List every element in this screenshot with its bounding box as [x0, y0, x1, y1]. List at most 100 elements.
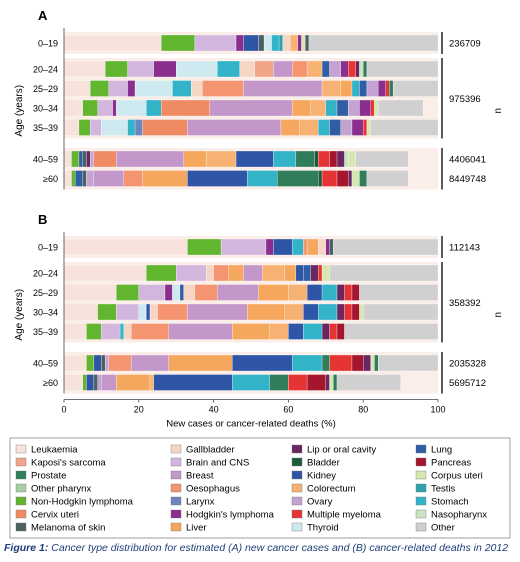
panel-a-bar-40-59-multiple-myeloma [318, 150, 330, 168]
panel-b-bar-0-19-other [333, 238, 439, 256]
panel-a-bar-0-19-hodgkin-s-lymphoma [235, 34, 244, 52]
panel-b-bar-25-29-stomach [321, 284, 338, 301]
x-tick-label: 40 [209, 405, 219, 415]
panel-a-bar-30-34-liver [291, 99, 311, 117]
legend-label-prostate: Prostate [31, 471, 66, 482]
panel-a-bar-25-29-colorectum [321, 80, 341, 97]
legend-swatch-melanoma-of-skin [15, 522, 27, 532]
panel-a-bar-60-corpus-uteri [351, 170, 360, 187]
panel-b-bar-25-29-lip-or-oral-cavity [336, 284, 345, 301]
panel-a-bar-35-39-cervix-uteri [142, 119, 188, 136]
legend-label-breast: Breast [186, 471, 214, 482]
panel-b-bar-25-29-non-hodgkin-lymphoma [116, 284, 139, 301]
panel-a-bar-40-59-leukaemia [63, 150, 72, 168]
panel-a-bar-30-34-stomach [146, 99, 162, 117]
legend-label-ovary: Ovary [307, 497, 333, 508]
panel-a-bar-25-29-other [392, 80, 439, 97]
panel-b-bar-20-24-lip-or-oral-cavity [310, 264, 319, 282]
panel-b-bar-20-24-gallbladder [205, 264, 214, 282]
panel-b-age-label: 35–39 [33, 327, 58, 337]
panel-a-bar-60-kidney [187, 170, 248, 187]
panel-a-bar-40-59-ovary [90, 150, 95, 168]
panel-a-bar-25-29-brain-and-cns [108, 80, 128, 97]
legend-swatch-lip-or-oral-cavity [291, 444, 303, 454]
panel-a-bar-35-39-brain-and-cns [90, 119, 102, 136]
legend-label-testis: Testis [431, 484, 456, 495]
panel-b-bar-30-34-brain-and-cns [116, 303, 139, 321]
panel-b-bar-60-melanoma-of-skin [93, 374, 98, 391]
legend-label-corpus-uteri: Corpus uteri [431, 471, 483, 482]
panel-b-bar-0-19-brain-and-cns [220, 238, 267, 256]
panel-a-bar-20-24-lung [321, 60, 330, 78]
panel-b-bar-60-kidney [86, 374, 95, 391]
panel-b-bar-35-39-kidney [288, 323, 304, 340]
panel-a-bar-35-39-corpus-uteri [366, 119, 371, 136]
legend-label-lip-or-oral-cavity: Lip or oral cavity [307, 445, 376, 456]
panel-a-bar-20-24-stomach [217, 60, 240, 78]
panel-b-bar-25-29-liver [258, 284, 289, 301]
panel-b-bar-35-39-brain-and-cns [101, 323, 121, 340]
panel-b-bar-35-39-leukaemia [63, 323, 87, 340]
panel-a-bar-0-19-melanoma-of-skin [305, 34, 310, 52]
panel-b-bar-35-39-multiple-myeloma [329, 323, 338, 340]
panel-b-bar-25-29-breast [217, 284, 259, 301]
panel-b-bar-35-39-liver [232, 323, 270, 340]
panel-b-bar-30-34-lip-or-oral-cavity [336, 303, 345, 321]
panel-a-age-label: 40–59 [33, 155, 58, 165]
panel-a-bar-0-19-brain-and-cns [194, 34, 237, 52]
panel-a-bar-20-24-nasopharynx [359, 60, 364, 78]
panel-b-bar-60-breast [101, 374, 117, 391]
panel-b-age-label: 20–24 [33, 269, 58, 279]
panel-b-bar-25-29-oesophagus [194, 284, 218, 301]
panel-b-age-label: ≥60 [43, 378, 58, 388]
panel-b-bar-20-24-brain-and-cns [176, 264, 207, 282]
panel-a-bar-40-59-non-hodgkin-lymphoma [71, 150, 80, 168]
panel-a-bar-40-59-bladder [314, 150, 319, 168]
panel-a-age-label: 30–34 [33, 104, 58, 114]
panel-b-n-value: 112143 [449, 243, 480, 254]
panel-a-bar-40-59-breast [116, 150, 184, 168]
panel-b-bar-30-34-oesophagus [157, 303, 188, 321]
panel-a-bar-60-breast [93, 170, 124, 187]
panel-b-bar-30-34-kidney [146, 303, 151, 321]
panel-a-bar-0-19-thyroid [263, 34, 272, 52]
panel-a-bar-20-24-multiple-myeloma [348, 60, 356, 78]
panel-b-n-value: 2035328 [449, 359, 486, 370]
legend-swatch-larynx [170, 496, 182, 506]
panel-b-bar-20-24-breast [243, 264, 263, 282]
panel-a-bar-0-19-non-hodgkin-lymphoma [161, 34, 196, 52]
panel-a-age-label: 35–39 [33, 123, 58, 133]
legend-label-brain-and-cns: Brain and CNS [186, 458, 249, 469]
panel-b-bar-40-59-corpus-uteri [370, 354, 375, 372]
panel-a-bar-30-34-ovary [348, 99, 360, 117]
panel-b-bar-20-24-lung [303, 264, 311, 282]
panel-b-bar-25-29-lung [179, 284, 184, 301]
panel-a-n-value: 975396 [449, 94, 481, 105]
panel-a-bar-35-39-multiple-myeloma [363, 119, 368, 136]
panel-a-bar-0-19-testis [278, 34, 283, 52]
panel-b-n-value: 5695712 [449, 378, 486, 389]
panel-b-bar-25-29-leukaemia [63, 284, 117, 301]
panel-b-bar-0-19-oesophagus [303, 238, 308, 256]
panel-a-bar-60-multiple-myeloma [321, 170, 338, 187]
panel-a-bar-25-29-multiple-myeloma [385, 80, 390, 97]
panel-b-bar-60-non-hodgkin-lymphoma [82, 374, 87, 391]
panel-b-bar-60-leukaemia [63, 374, 83, 391]
panel-a-bar-35-39-thyroid [101, 119, 128, 136]
panel-b-bar-40-59-lip-or-oral-cavity [363, 354, 371, 372]
panel-a-bar-30-34-non-hodgkin-lymphoma [82, 99, 98, 117]
panel-b-y-axis-title: Age (years) [14, 289, 25, 341]
panel-b-bar-30-34-thyroid [138, 303, 147, 321]
panel-a-bar-60-other [366, 170, 409, 187]
legend-label-stomach: Stomach [431, 497, 469, 508]
panel-a-bar-30-34-lung [336, 99, 349, 117]
legend-box [9, 437, 511, 539]
panel-b-bar-35-39-breast [168, 323, 233, 340]
panel-a-bar-60-ovary [86, 170, 95, 187]
panel-b-bar-35-39-gallbladder [123, 323, 132, 340]
legend-label-hodgkin-s-lymphoma: Hodgkin's lymphoma [186, 510, 275, 521]
panel-b-bar-30-34-stomach [318, 303, 338, 321]
legend-swatch-testis [415, 483, 427, 493]
panel-a-bar-30-34-hodgkin-s-lymphoma [359, 99, 371, 117]
panel-b-bar-30-34-other [363, 303, 439, 321]
